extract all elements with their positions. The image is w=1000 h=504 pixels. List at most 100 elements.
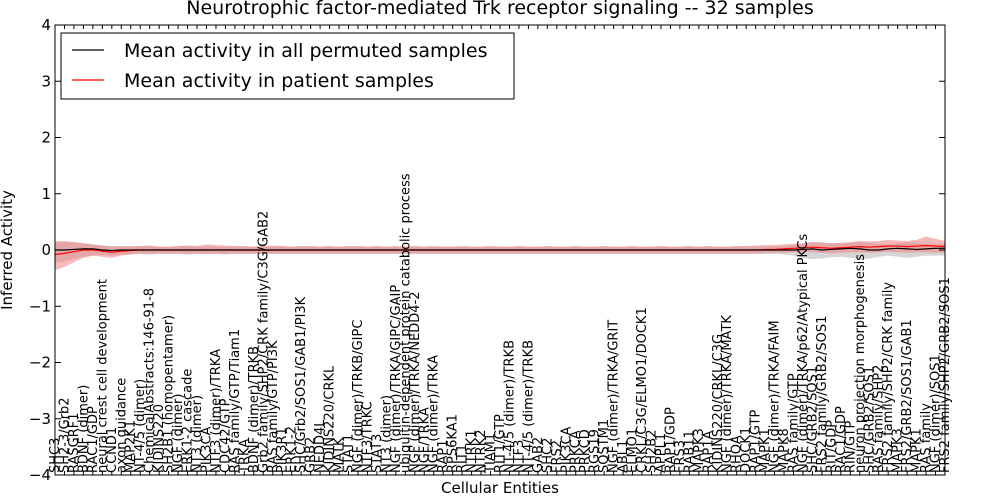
- y-tick-label: 4: [41, 16, 51, 34]
- x-tick-label: NT-4/5 (dimer)/TRKB: [502, 340, 517, 473]
- x-tick-label: ELMO1: [626, 428, 641, 473]
- legend-label-permuted: Mean activity in all permuted samples: [124, 40, 487, 62]
- x-tick-label: SH2B2: [644, 430, 659, 474]
- x-tick-label: SH2B1 (homopentamer): [162, 315, 177, 473]
- x-tick-label: RIT/GDP: [824, 420, 839, 473]
- plot-frame: [54, 24, 946, 476]
- x-tick-label: PRKCD: [578, 429, 593, 473]
- x-tick-label: NGF (dimer)/TRKA/GIPC/GAIP: [389, 285, 404, 473]
- x-tick-label: KIDINS220/CRKL/C3G: [711, 334, 726, 473]
- y-ticks: −4 −3 −2 −1 0 1 2 3 4: [29, 16, 945, 484]
- y-tick-label: 3: [41, 72, 51, 90]
- x-tick-label: RAS family/GTP: [787, 373, 802, 473]
- x-tick-label: APPL1: [654, 433, 669, 473]
- x-tick-label: MATK: [332, 437, 347, 473]
- x-tick-label: ABL1: [616, 440, 631, 473]
- x-tick-label: PIK3CA: [199, 426, 214, 473]
- x-tick-label: NGF (dimer)/TRKB/GIPC: [351, 320, 366, 473]
- x-tick-label: NGF (dimer)/SOS1: [929, 354, 944, 473]
- x-tick-label: RIT1: [455, 444, 470, 473]
- x-tick-label: FRS2 family/SHP2/CRK family: [881, 282, 896, 473]
- x-tick-label: RIT1/GTP: [493, 414, 508, 473]
- x-tick-label: RPS6KA1: [446, 414, 461, 473]
- x-tick-label: PIK3CA: [559, 426, 574, 473]
- x-tick-label: TIAM1: [484, 433, 499, 474]
- x-tick-label: NTF3 (dimer)/TRKA: [209, 349, 224, 473]
- x-tick-label: KIDINS220/CRKL: [323, 365, 338, 473]
- x-tick-label: MAP2K1: [124, 420, 139, 473]
- y-tick-label: −1: [29, 297, 51, 315]
- x-tick-label: MAPK8: [777, 428, 792, 473]
- x-tick-label: CDC42/GTP: [218, 398, 233, 473]
- x-tick-label: BDNF (dimer): [76, 385, 91, 473]
- x-tick-label: NT-4/5 (dimer): [133, 379, 148, 473]
- x-tick-label: axon guidance: [114, 378, 129, 473]
- y-tick-label: −3: [29, 410, 51, 428]
- x-tick-label: STAT3: [370, 434, 385, 473]
- x-tick-label: CRKL/C3G/ELMO1/DOCK1: [635, 307, 650, 473]
- x-tick-label: SHC2: [540, 438, 555, 473]
- x-tick-label: RHOA: [730, 435, 745, 473]
- x-tick-label: NGF (dimer)/TRKA: [427, 355, 442, 473]
- y-axis-label: Inferred Activity: [0, 190, 16, 310]
- x-tick-label: RAS family: [919, 403, 934, 473]
- x-tick-label: MAPK3: [692, 428, 707, 473]
- x-tick-label: MAPK1: [910, 428, 925, 473]
- x-tick-label: RASGRF1: [67, 412, 82, 473]
- x-tick-label: ERK1-2 cascade: [181, 369, 196, 473]
- x-tick-label: SHC/Grb2/SOS1/GAB1/PI3K: [294, 296, 309, 473]
- x-tick-label: ChemicalAbstracts:146-91-8: [143, 288, 158, 473]
- legend-label-patient: Mean activity in patient samples: [124, 70, 434, 92]
- legend: Mean activity in all permuted samples Me…: [60, 32, 515, 100]
- x-tick-label: RAS family/GTP/PI3K: [266, 340, 281, 473]
- x-tick-label: ERK1-2: [285, 426, 300, 473]
- x-tick-label: NTRK1: [465, 430, 480, 474]
- x-tick-label: MAPK1: [758, 428, 773, 473]
- x-tick-label: SH2-3/Grb2: [57, 397, 72, 473]
- x-tick-label: SHC/GRB2/SOS1: [862, 366, 877, 473]
- x-tick-label: MAPK3: [891, 428, 906, 473]
- x-tick-label: RGS19: [588, 429, 603, 473]
- x-tick-label: FRS2/GRB2/SOS1/GAB1: [900, 319, 915, 473]
- x-tick-label: RAS family/SHP2: [872, 365, 887, 473]
- x-tick-label: NEDD4L: [313, 419, 328, 473]
- x-tick-label: RAS family/GTP/Tiam1: [228, 329, 243, 473]
- x-tick-label: NT3 (dimer): [190, 395, 205, 473]
- band-patient: [55, 236, 945, 271]
- series-line-permuted: [55, 247, 945, 252]
- x-tick-label: RAP1: [436, 439, 451, 473]
- x-tick-label: RAP1A: [701, 430, 716, 473]
- x-tick-label: NT3 (dimer): [379, 395, 394, 473]
- x-tick-label: NGF (dimer)/TRKA/MATK: [720, 315, 735, 473]
- x-tick-label: NGF (dimer)/TRKA/GRIT: [607, 320, 622, 473]
- x-tick-label: RAC1/GDP: [834, 406, 849, 473]
- x-tick-label: SQSTM1: [597, 419, 612, 473]
- x-tick-label: Grb2 family/SHP2/CRK family/C3G/GAB2: [256, 211, 271, 473]
- x-tick-label: RAC1/GDP: [86, 406, 101, 473]
- x-tick-label: RAP1/GDP: [663, 407, 678, 473]
- x-tick-label: PRKCA: [569, 430, 584, 473]
- x-tick-label: RAB11: [682, 430, 697, 473]
- x-tick-label: FRS3: [673, 440, 688, 473]
- x-tick-label: STAT1: [342, 434, 357, 473]
- x-tick-label: NGF (dimer)/TRKA/FAIM: [768, 320, 783, 473]
- y-tick-label: −4: [29, 466, 51, 484]
- x-tick-label: NGF (dimer): [171, 394, 186, 473]
- x-tick-label: NGF/TRKA: [417, 407, 432, 473]
- x-tick-label: BDNF (dimer)/TRKB: [247, 346, 262, 473]
- x-tick-label: GAB2: [531, 437, 546, 473]
- x-tick-label: RIN/GTP: [843, 420, 858, 473]
- y-tick-label: 1: [41, 185, 51, 203]
- series-lines: [54, 244, 946, 256]
- x-tick-label: neuron projection morphogenesis: [853, 254, 868, 473]
- confidence-bands: [55, 236, 945, 271]
- x-tick-label: NT-4/5 (dimer)/TRKB: [521, 340, 536, 473]
- x-tick-label: SHC/GRB2/SOS1: [805, 366, 820, 473]
- x-tick-label: ubiquitin-dependent protein catabolic pr…: [398, 173, 413, 473]
- x-tick-label: FRS2: [550, 440, 565, 473]
- x-tick-label: NTF3/TRKC: [360, 401, 375, 473]
- x-tick-label: PIK3R1: [275, 427, 290, 473]
- x-tick-label: KIDINS220: [152, 404, 167, 473]
